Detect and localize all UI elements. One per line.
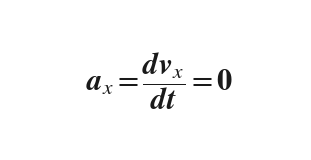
Text: $\mathbfit{a}_{x} = \dfrac{\mathbfit{dv}_{x}}{\mathbfit{dt}} = \mathbf{0}$: $\mathbfit{a}_{x} = \dfrac{\mathbfit{dv}… [86,50,233,112]
